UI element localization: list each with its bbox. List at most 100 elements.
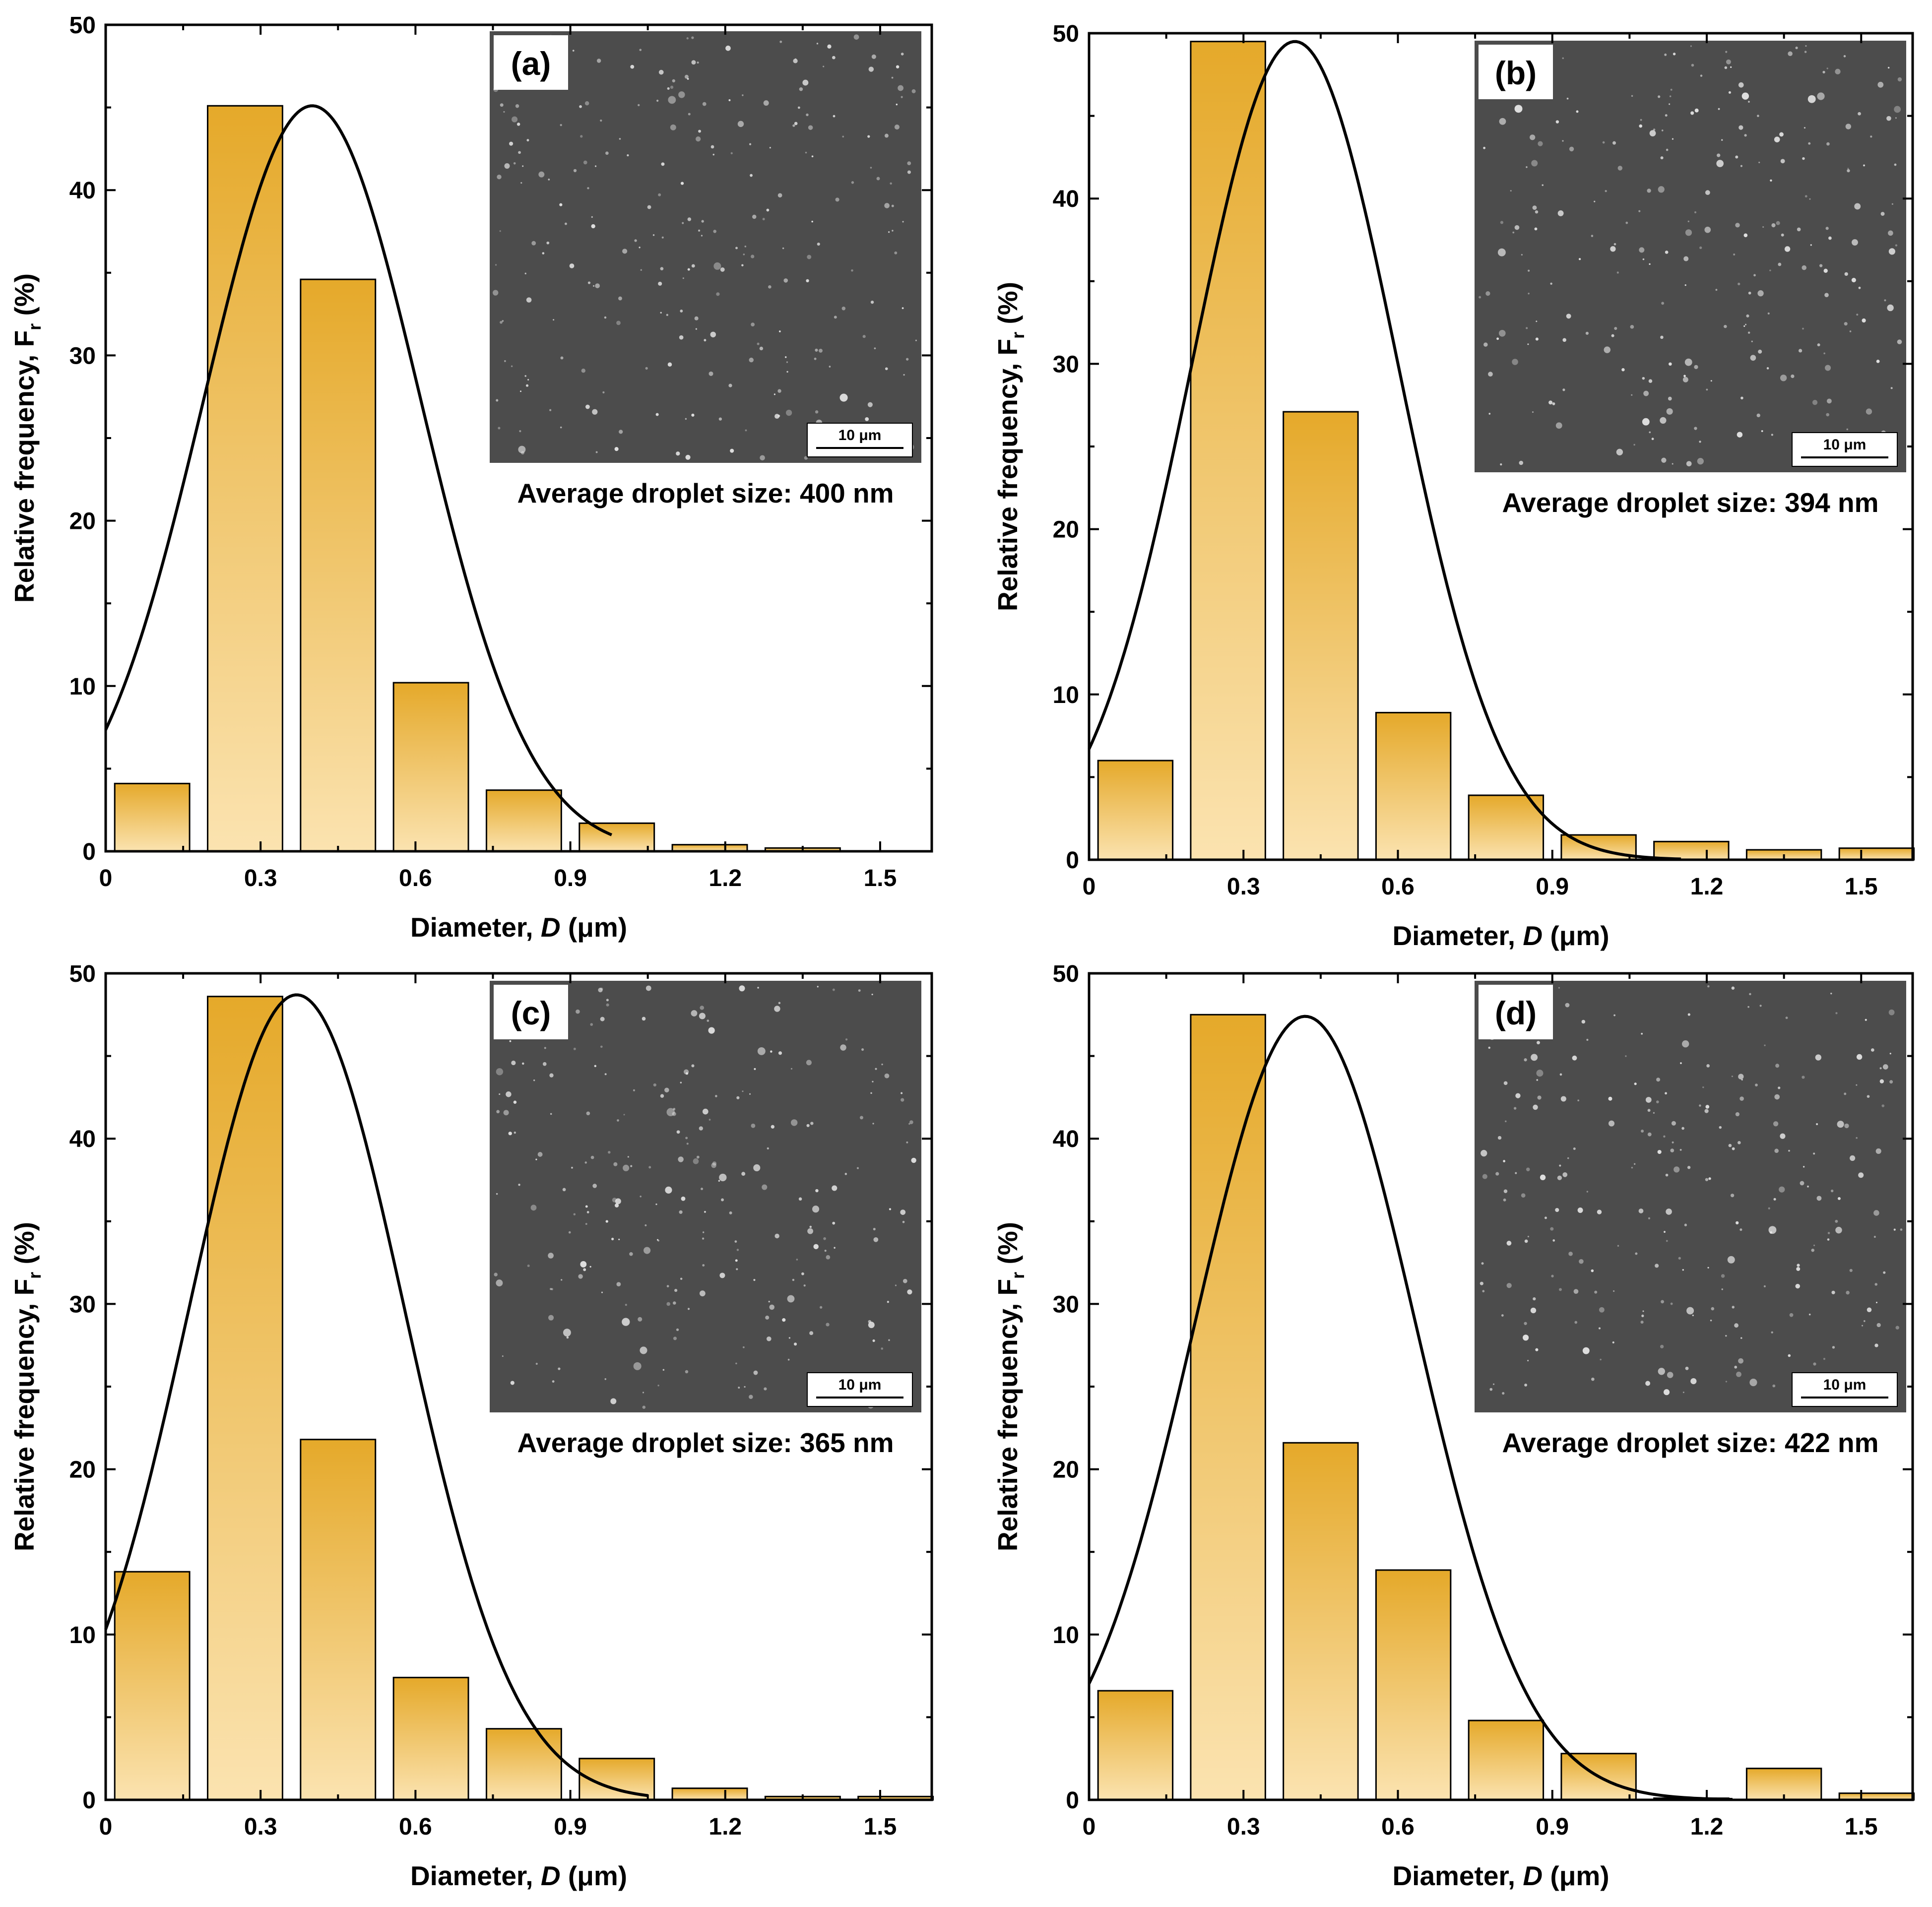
sem-particle — [853, 34, 859, 40]
sem-particle — [871, 54, 876, 59]
sem-particle — [1538, 141, 1543, 146]
sem-particle — [613, 1162, 618, 1166]
bar — [392, 682, 469, 852]
sem-particle — [1775, 1064, 1780, 1068]
y-axis-title: Relative frequency, Fr (%) — [992, 282, 1028, 611]
sem-particle — [549, 409, 552, 411]
sem-particle — [544, 1047, 546, 1049]
sem-particle — [1882, 1064, 1888, 1070]
sem-particle — [1687, 220, 1689, 222]
sem-particle — [1763, 1285, 1766, 1287]
sem-particle — [1894, 163, 1897, 166]
sem-particle — [754, 1068, 756, 1070]
fit-curve — [1088, 1015, 1733, 1801]
sem-particle — [503, 1110, 509, 1116]
sem-particle — [1835, 1226, 1842, 1234]
sem-particle — [788, 1337, 791, 1339]
sem-particle — [1666, 148, 1669, 151]
sem-particle — [585, 1205, 588, 1208]
sem-particle — [778, 330, 781, 332]
panel-label: (c) — [511, 995, 551, 1031]
sem-particle — [802, 79, 809, 86]
sem-particle — [876, 177, 880, 181]
sem-particle — [1708, 1177, 1711, 1180]
sem-particle — [753, 1370, 758, 1375]
sem-particle — [1649, 431, 1651, 434]
sem-particle — [666, 1302, 671, 1306]
x-tick-label: 0.6 — [399, 1814, 432, 1840]
sem-particle — [611, 1237, 614, 1241]
sem-particle — [585, 1223, 587, 1225]
sem-particle — [806, 1060, 812, 1066]
sem-particle — [1835, 1012, 1838, 1015]
sem-particle — [1616, 448, 1623, 455]
sem-particle — [1540, 1174, 1546, 1180]
sem-particle — [622, 1318, 630, 1326]
sem-particle — [1825, 227, 1829, 230]
sem-particle — [1743, 325, 1745, 327]
sem-particle — [801, 1272, 804, 1275]
sem-particle — [873, 1228, 876, 1231]
sem-particle — [834, 316, 837, 319]
sem-particle — [1738, 1074, 1744, 1080]
sem-particle — [508, 1132, 512, 1136]
sem-particle — [739, 985, 745, 992]
sem-particle — [1594, 200, 1596, 202]
sem-particle — [1795, 1283, 1800, 1289]
sem-particle — [1817, 92, 1825, 100]
sem-particle — [1824, 293, 1829, 298]
sem-particle — [533, 1079, 535, 1081]
sem-particle — [1710, 1319, 1712, 1322]
sem-particle — [763, 100, 769, 106]
sem-particle — [1819, 264, 1823, 267]
sem-particle — [1784, 246, 1791, 252]
sem-particle — [1485, 291, 1490, 296]
sem-particle — [1625, 221, 1628, 224]
y-tick-label: 0 — [1066, 847, 1079, 874]
sem-particle — [584, 1161, 587, 1164]
sem-particle — [1843, 55, 1846, 58]
sem-particle — [1769, 269, 1771, 271]
sem-particle — [1638, 210, 1641, 212]
sem-particle — [1631, 394, 1633, 396]
sem-particle — [1551, 1274, 1554, 1277]
sem-particle — [713, 262, 721, 270]
sem-particle — [496, 1193, 498, 1195]
sem-particle — [1802, 265, 1806, 270]
scale-bar-label: 10 μm — [838, 427, 882, 444]
sem-particle — [644, 1224, 647, 1226]
sem-particle — [573, 1047, 576, 1050]
sem-particle — [718, 417, 722, 421]
sem-particle — [1721, 139, 1723, 141]
sem-particle — [1739, 125, 1743, 130]
sem-inset: 10 μm — [1475, 41, 1906, 472]
sem-particle — [656, 1239, 658, 1241]
sem-particle — [815, 410, 819, 414]
sem-particle — [735, 1259, 738, 1262]
sem-particle — [766, 1336, 772, 1341]
sem-particle — [812, 1206, 820, 1213]
sem-particle — [901, 53, 904, 56]
sem-particle — [757, 342, 760, 345]
sem-particle — [1817, 343, 1820, 347]
sem-particle — [680, 309, 683, 313]
sem-particle — [1807, 95, 1816, 103]
sem-particle — [824, 1250, 827, 1252]
sem-particle — [787, 1358, 790, 1361]
sem-particle — [832, 56, 836, 60]
sem-particle — [1530, 134, 1536, 140]
sem-particle — [1573, 1147, 1576, 1150]
sem-particle — [695, 136, 701, 142]
sem-particle — [601, 1291, 603, 1293]
sem-particle — [504, 163, 510, 169]
sem-particle — [806, 1124, 810, 1127]
sem-particle — [832, 1185, 837, 1191]
y-tick-label: 40 — [69, 1126, 96, 1152]
sem-particle — [586, 1211, 589, 1213]
sem-particle — [737, 121, 744, 127]
sem-particle — [1732, 1306, 1735, 1309]
bar — [1190, 1014, 1266, 1801]
sem-particle — [785, 409, 792, 416]
sem-particle — [783, 278, 788, 283]
sem-particle — [898, 85, 903, 91]
